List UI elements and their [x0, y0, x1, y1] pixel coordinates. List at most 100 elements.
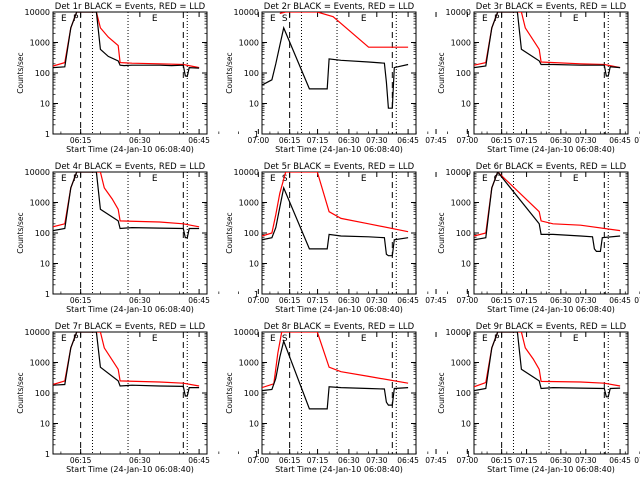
x-tick-label: 07:15	[516, 136, 538, 145]
y-tick-label: 100	[35, 229, 50, 238]
y-tick-label: 100	[244, 229, 259, 238]
x-tick-label: 06:30	[129, 136, 151, 145]
flag-label: E	[482, 334, 488, 344]
panel-7: Det 7r BLACK = Events, RED = LLD11010010…	[16, 322, 447, 474]
y-axis-label: Counts/sec	[16, 212, 25, 253]
panel-title: Det 4r BLACK = Events, RED = LLD	[55, 162, 206, 172]
y-tick-label: 100	[244, 69, 259, 78]
x-tick-label: 07:00	[248, 136, 270, 145]
x-tick-label: 06:30	[129, 456, 151, 465]
x-tick-label: 06:45	[188, 136, 210, 145]
panel-1: Det 1r BLACK = Events, RED = LLD11010010…	[16, 2, 447, 154]
flag-label: E	[152, 174, 158, 184]
y-tick-label: 10000	[25, 328, 50, 337]
events-series-line	[262, 185, 409, 257]
y-axis-label: Counts/sec	[437, 212, 446, 253]
x-tick-label: 07:45	[634, 456, 640, 465]
x-tick-label: 06:30	[338, 296, 360, 305]
y-tick-label: 1	[45, 290, 50, 299]
x-tick-label: 07:00	[457, 456, 479, 465]
y-tick-label: 10	[40, 100, 50, 109]
y-tick-label: 10	[40, 260, 50, 269]
x-tick-label: 06:15	[279, 296, 301, 305]
flag-label: E	[270, 334, 276, 344]
x-tick-label: 07:30	[366, 136, 388, 145]
x-tick-label: 07:45	[425, 296, 447, 305]
panel-title: Det 9r BLACK = Events, RED = LLD	[476, 322, 627, 332]
panel-9: Det 9r BLACK = Events, RED = LLD 1 10 100 10…	[437, 322, 640, 474]
y-tick-label: 100	[456, 389, 471, 398]
y-tick-label: 1000	[239, 359, 259, 368]
events-series-line	[53, 332, 200, 397]
y-tick-label: 10000	[446, 8, 471, 17]
y-axis-label: Counts/sec	[225, 52, 234, 93]
x-tick-label: 07:45	[425, 136, 447, 145]
events-series-line	[474, 172, 621, 252]
y-tick-label: 100	[456, 69, 471, 78]
x-tick-label: 06:15	[279, 136, 301, 145]
x-tick-label: 07:00	[457, 296, 479, 305]
x-axis-label: Start Time (24-Jan-10 06:08:40)	[66, 145, 194, 154]
y-axis-label: Counts/sec	[437, 52, 446, 93]
x-tick-label: 06:15	[491, 136, 513, 145]
panel-title: Det 7r BLACK = Events, RED = LLD	[55, 322, 206, 332]
flag-label: E	[152, 14, 158, 24]
x-tick-label: 07:30	[366, 296, 388, 305]
flag-label: E	[61, 174, 67, 184]
y-axis-label: Counts/sec	[16, 372, 25, 413]
plot-frame	[473, 11, 629, 135]
x-axis-label: Start Time (24-Jan-10 06:08:40)	[275, 465, 403, 474]
y-tick-label: 1	[254, 290, 259, 299]
x-tick-label: 07:00	[248, 296, 270, 305]
x-axis-label: Start Time (24-Jan-10 06:08:40)	[487, 145, 615, 154]
x-tick-label: 06:45	[397, 456, 419, 465]
flag-label: P	[494, 14, 500, 24]
x-axis-label: Start Time (24-Jan-10 06:08:40)	[66, 305, 194, 314]
x-tick-label: 07:15	[307, 456, 329, 465]
panel-4: Det 4r BLACK = Events, RED = LLD11010010…	[16, 162, 447, 314]
x-tick-label: 06:45	[609, 456, 631, 465]
plot-frame	[52, 331, 208, 455]
y-tick-label: 1000	[451, 199, 471, 208]
x-tick-label: 07:15	[307, 136, 329, 145]
lld-series-line	[262, 332, 409, 389]
y-tick-label: 10	[461, 420, 471, 429]
x-tick-label: 07:30	[575, 136, 597, 145]
y-tick-label: 1	[466, 290, 471, 299]
panel-title: Det 6r BLACK = Events, RED = LLD	[476, 162, 627, 172]
flag-label: E	[573, 174, 579, 184]
x-tick-label: 07:45	[425, 456, 447, 465]
x-tick-label: 06:30	[550, 296, 572, 305]
flag-label: P	[494, 334, 500, 344]
x-tick-label: 06:45	[397, 296, 419, 305]
x-tick-label: 06:45	[188, 296, 210, 305]
y-tick-label: 10000	[234, 168, 259, 177]
x-tick-label: 06:15	[70, 136, 92, 145]
flag-label: E	[361, 334, 367, 344]
y-tick-label: 1000	[451, 359, 471, 368]
panel-3: Det 3r BLACK = Events, RED = LLD 1 10 100 10…	[437, 2, 640, 154]
x-tick-label: 07:15	[516, 456, 538, 465]
x-tick-label: 06:15	[491, 296, 513, 305]
y-axis-label: Counts/sec	[225, 212, 234, 253]
y-tick-label: 1	[466, 450, 471, 459]
x-tick-label: 07:30	[366, 456, 388, 465]
x-tick-label: 06:45	[397, 136, 419, 145]
x-axis-label: Start Time (24-Jan-10 06:08:40)	[487, 305, 615, 314]
flag-label: S	[282, 174, 288, 184]
y-axis-label: Counts/sec	[16, 52, 25, 93]
y-tick-label: 100	[244, 389, 259, 398]
y-tick-label: 10	[461, 260, 471, 269]
y-tick-label: 1000	[451, 39, 471, 48]
y-tick-label: 1000	[30, 39, 50, 48]
panel-6: Det 6r BLACK = Events, RED = LLD 1 10 100 10…	[437, 162, 640, 314]
events-series-line	[53, 172, 200, 239]
x-tick-label: 06:15	[70, 456, 92, 465]
x-tick-label: 07:15	[516, 296, 538, 305]
panel-8: Det 8r BLACK = Events, RED = LLD11010010…	[225, 322, 640, 474]
y-tick-label: 10	[461, 100, 471, 109]
x-tick-label: 07:15	[307, 296, 329, 305]
flag-label: E	[152, 334, 158, 344]
flag-label: P	[73, 14, 79, 24]
